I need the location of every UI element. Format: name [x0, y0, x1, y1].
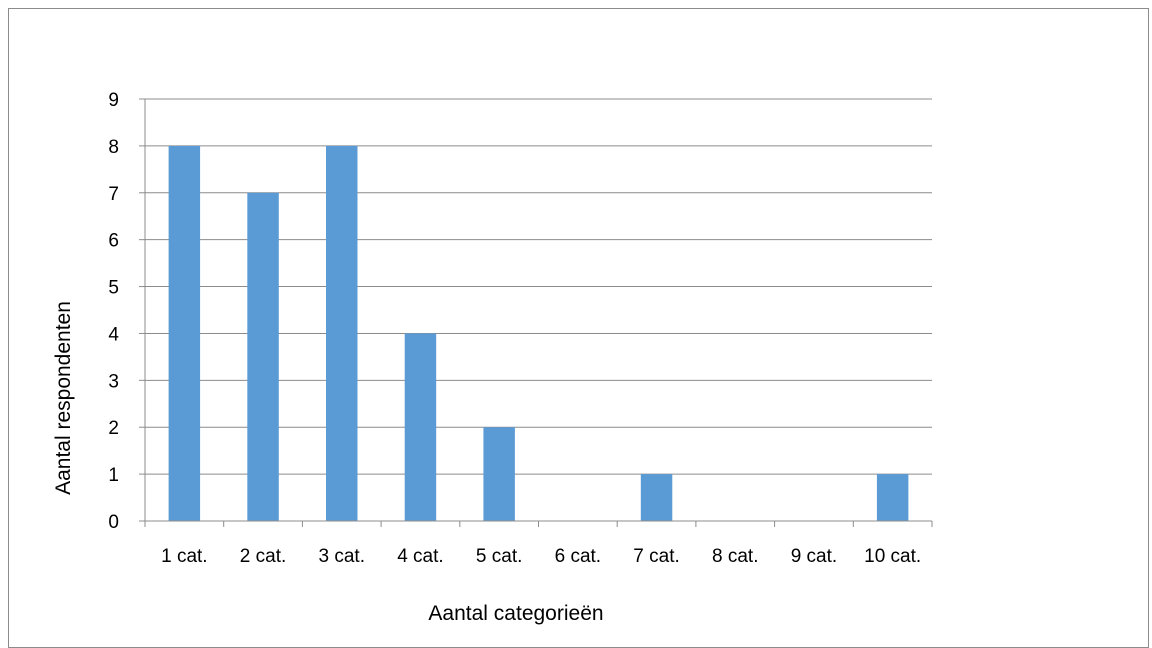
bar [247, 192, 279, 521]
bar [483, 427, 515, 521]
chart-area: 0 1 2 3 4 5 6 7 8 9 1 cat. 2 cat. 3 cat. 4 cat. 5 cat.… [8, 8, 1149, 648]
y-tick-label: 7 [108, 184, 119, 205]
y-axis-title: Aantal respondenten [52, 301, 75, 495]
y-tick-label: 6 [108, 231, 119, 252]
axes [139, 98, 933, 527]
y-tick-label: 5 [108, 278, 119, 299]
x-tick-label: 2 cat. [240, 546, 286, 567]
bar [876, 474, 909, 521]
bars [168, 145, 909, 521]
bar [404, 333, 437, 521]
bar [168, 145, 201, 521]
y-tick-label: 8 [108, 137, 119, 158]
x-tick-label: 8 cat. [712, 546, 758, 567]
y-tick-label: 0 [108, 512, 119, 533]
bar-chart: 0 1 2 3 4 5 6 7 8 9 1 cat. 2 cat. 3 cat. 4 cat. 5 cat.… [52, 90, 933, 625]
tick-labels: 0 1 2 3 4 5 6 7 8 9 1 cat. 2 cat. 3 cat. 4 cat. 5 cat.… [108, 90, 921, 567]
x-tick-label: 7 cat. [633, 546, 679, 567]
x-tick-label: 4 cat. [397, 546, 443, 567]
x-axis-title: Aantal categorieën [428, 602, 603, 625]
y-tick-label: 2 [108, 418, 119, 439]
y-tick-label: 3 [108, 371, 119, 392]
y-tick-label: 9 [108, 90, 119, 111]
y-tick-label: 1 [108, 465, 119, 486]
x-tick-label: 1 cat. [161, 546, 207, 567]
x-tick-label: 10 cat. [864, 546, 921, 567]
x-tick-label: 5 cat. [476, 546, 522, 567]
bar [326, 145, 358, 521]
bar [640, 474, 673, 521]
x-tick-label: 6 cat. [555, 546, 601, 567]
x-tick-label: 3 cat. [319, 546, 365, 567]
y-tick-label: 4 [108, 324, 119, 345]
x-tick-label: 9 cat. [791, 546, 837, 567]
